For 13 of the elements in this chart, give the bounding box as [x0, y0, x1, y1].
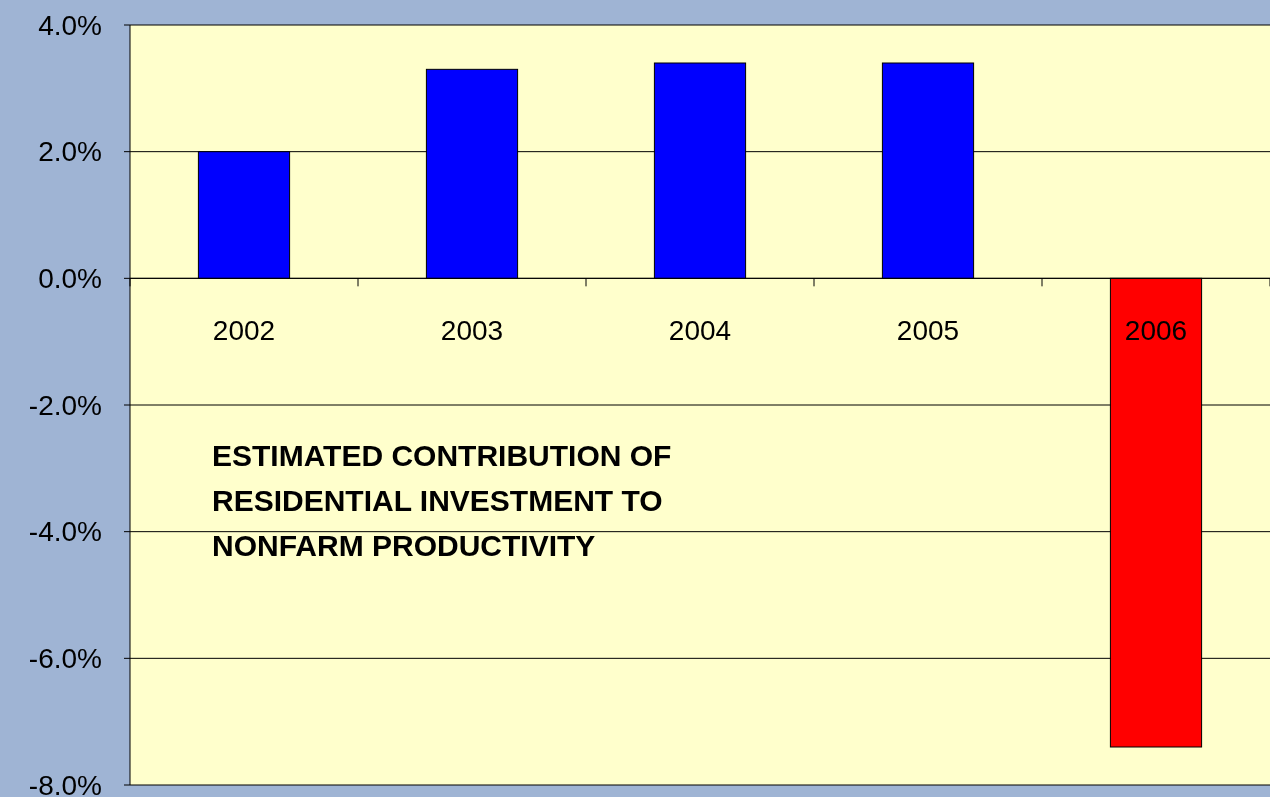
x-tick-label: 2006 [1124, 315, 1188, 347]
y-tick-label: -4.0% [28, 516, 102, 548]
x-tick-label: 2005 [896, 315, 960, 347]
y-tick-label: 0.0% [38, 263, 102, 295]
text: ESTIMATED CONTRIBUTION OF RESIDENTIAL INVESTMENT TO NONFARM PRODUCTIVITY [212, 439, 672, 562]
y-tick-label: -2.0% [28, 389, 102, 421]
y-tick-label: 2.0% [38, 136, 102, 168]
y-tick-label: -8.0% [28, 769, 102, 797]
x-tick-label: 2003 [440, 315, 504, 347]
y-tick-label: -6.0% [28, 643, 102, 675]
x-tick-label: 2002 [212, 315, 276, 347]
x-tick-label: 2004 [668, 315, 732, 347]
y-tick-label: 4.0% [38, 9, 102, 41]
